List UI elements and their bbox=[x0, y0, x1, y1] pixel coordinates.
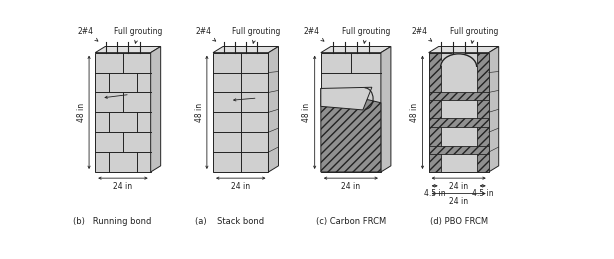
Bar bbox=[429, 92, 489, 100]
Text: 48 in: 48 in bbox=[303, 103, 311, 122]
Bar bbox=[321, 53, 381, 172]
Polygon shape bbox=[95, 46, 161, 53]
Text: 2#4: 2#4 bbox=[196, 27, 216, 41]
Text: (b)   Running bond: (b) Running bond bbox=[72, 217, 151, 226]
Polygon shape bbox=[489, 46, 499, 172]
Text: (c) Carbon FRCM: (c) Carbon FRCM bbox=[316, 217, 386, 226]
Text: 4.5 in: 4.5 in bbox=[424, 189, 445, 198]
Text: (d) PBO FRCM: (d) PBO FRCM bbox=[430, 217, 488, 226]
Polygon shape bbox=[429, 46, 499, 53]
Text: 24 in: 24 in bbox=[114, 182, 133, 191]
Text: 24 in: 24 in bbox=[449, 182, 468, 191]
Bar bbox=[213, 53, 268, 172]
Bar bbox=[95, 53, 150, 172]
Text: 2#4: 2#4 bbox=[303, 27, 324, 41]
Polygon shape bbox=[213, 46, 279, 53]
Polygon shape bbox=[321, 87, 372, 110]
Polygon shape bbox=[381, 46, 391, 172]
Text: 24 in: 24 in bbox=[449, 197, 468, 206]
Text: 48 in: 48 in bbox=[195, 103, 204, 122]
Text: 4.5 in: 4.5 in bbox=[472, 189, 494, 198]
Polygon shape bbox=[321, 88, 381, 172]
Text: 24 in: 24 in bbox=[231, 182, 251, 191]
Text: 2#4: 2#4 bbox=[411, 27, 432, 41]
Text: 48 in: 48 in bbox=[77, 103, 86, 122]
Text: Full grouting: Full grouting bbox=[450, 27, 498, 43]
Text: (a)    Stack bond: (a) Stack bond bbox=[195, 217, 264, 226]
Text: 24 in: 24 in bbox=[341, 182, 360, 191]
Bar bbox=[429, 146, 489, 154]
Polygon shape bbox=[321, 46, 391, 53]
Bar bbox=[429, 118, 489, 127]
Bar bbox=[429, 53, 489, 172]
Polygon shape bbox=[150, 46, 161, 172]
Bar bbox=[476, 53, 489, 172]
Text: 48 in: 48 in bbox=[410, 103, 419, 122]
Text: Full grouting: Full grouting bbox=[342, 27, 391, 43]
Bar bbox=[429, 53, 441, 172]
Polygon shape bbox=[268, 46, 279, 172]
Text: 2#4: 2#4 bbox=[78, 27, 98, 41]
Text: Full grouting: Full grouting bbox=[232, 27, 281, 43]
Text: Full grouting: Full grouting bbox=[114, 27, 163, 43]
